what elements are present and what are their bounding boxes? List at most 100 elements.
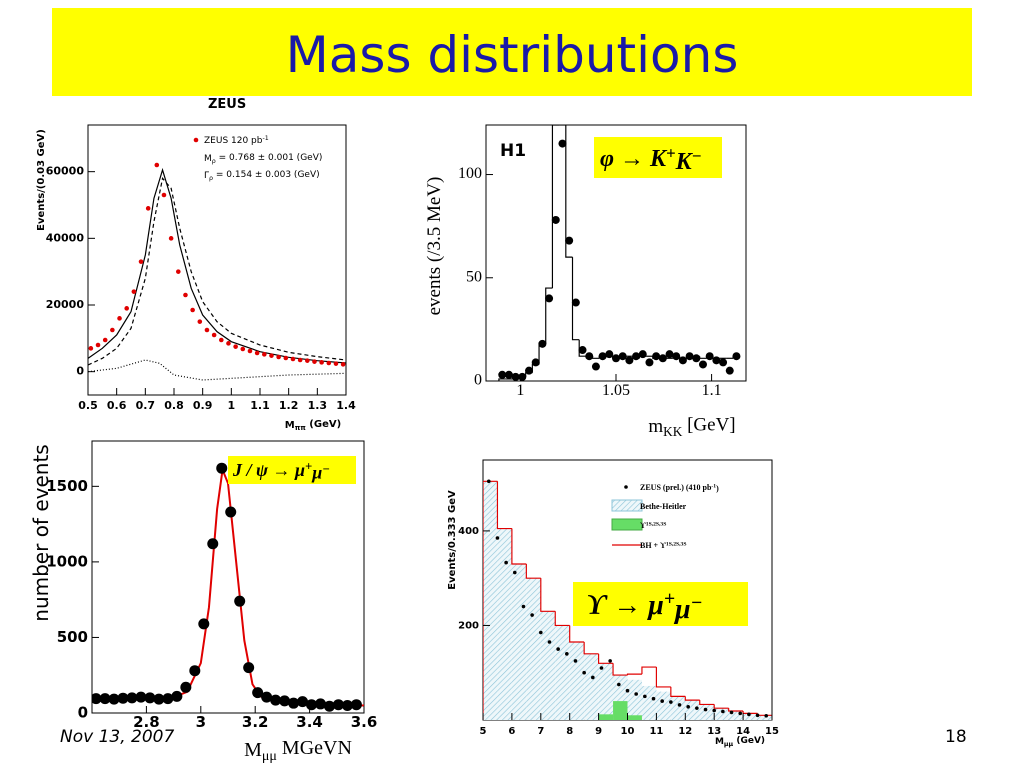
- hist-bar: [511, 564, 527, 720]
- data-point: [591, 675, 595, 680]
- data-point: [692, 354, 701, 363]
- x-tick-label: 1: [516, 382, 524, 399]
- plot-area: [498, 125, 741, 381]
- x-tick-label: 3.2: [242, 713, 269, 731]
- hist-bar: [670, 696, 686, 720]
- y-tick-label: 0: [78, 704, 88, 722]
- data-point: [738, 711, 743, 716]
- hist-bar: [699, 704, 715, 720]
- data-point: [198, 618, 210, 630]
- x-tick-label: 10: [621, 726, 635, 737]
- y-tick-label: 1500: [46, 477, 88, 495]
- data-point: [261, 691, 273, 703]
- step-segment: [545, 287, 553, 344]
- data-point: [547, 640, 552, 644]
- data-point: [591, 362, 600, 371]
- data-point: [732, 352, 741, 361]
- step-segment: [598, 653, 614, 664]
- x-tick-label: 8: [566, 726, 573, 737]
- y-tick-label: 400: [458, 526, 479, 537]
- hist-bar: [743, 713, 758, 720]
- step-segment: [571, 257, 580, 341]
- data-point: [312, 359, 317, 364]
- data-point: [153, 693, 165, 705]
- data-point: [131, 289, 137, 294]
- data-point: [145, 206, 151, 211]
- legend-entry-part: BH + ϒ: [640, 541, 666, 550]
- data-point: [518, 372, 527, 381]
- step-segment: [670, 686, 686, 697]
- data-point: [126, 692, 138, 704]
- data-point: [652, 352, 661, 361]
- data-point: [340, 362, 346, 367]
- x-tick-label: 0.8: [164, 399, 184, 412]
- data-point: [288, 697, 300, 709]
- step-segment: [498, 378, 506, 381]
- x-axis-label: Mμμ MGeVN: [244, 737, 352, 764]
- data-point: [297, 357, 303, 363]
- y-axis-label: Events/(0.03 GeV): [36, 129, 47, 231]
- step-segment: [525, 564, 541, 579]
- legend-entry: ϒ1S,2S,3S: [640, 521, 666, 530]
- step-segment: [728, 708, 744, 712]
- hist-bar: [497, 528, 512, 720]
- hist-bar: [728, 711, 744, 720]
- data-point: [658, 354, 667, 363]
- data-point: [643, 694, 647, 699]
- legend-entry-part: ZEUS (prel.) (410 pb: [640, 483, 712, 492]
- x-tick-label: 3.6: [351, 713, 378, 731]
- x-axis-label-part: (GeV): [733, 736, 765, 746]
- data-point: [297, 696, 309, 708]
- x-axis-label: Mμμ (GeV): [715, 736, 765, 748]
- data-point: [333, 361, 339, 366]
- x-axis-label-part: μμ: [724, 741, 734, 748]
- data-point: [665, 350, 674, 359]
- data-point: [197, 319, 203, 324]
- x-tick-label: 3.4: [296, 713, 323, 731]
- step-segment: [684, 696, 700, 701]
- fit-curve: [88, 167, 346, 364]
- plot-frame: [87, 124, 347, 396]
- data-point: [226, 341, 231, 346]
- x-axis-label-part: m: [648, 416, 663, 437]
- data-point: [262, 352, 267, 357]
- hist-bar: [685, 700, 700, 720]
- step-segment: [641, 666, 657, 675]
- x-tick-label: 14: [736, 726, 750, 737]
- x-tick-label: 1.4: [336, 399, 356, 412]
- data-point: [117, 316, 122, 321]
- x-axis-label-part: μμ: [262, 749, 277, 764]
- data-point: [598, 352, 607, 361]
- step-segment: [699, 700, 715, 705]
- chart: 0 500 1000 1500 2.8 3 3.2 3.4 3.6 number of event…: [29, 440, 378, 764]
- data-point: [618, 352, 627, 361]
- fit-curve: [88, 177, 346, 366]
- y-axis-label: events (/3.5 MeV): [424, 177, 445, 316]
- data-point: [703, 707, 708, 712]
- data-point: [725, 366, 734, 375]
- legend-entry: ZEUS 120 pb-1: [204, 135, 269, 146]
- data-point: [138, 259, 144, 264]
- data-point: [498, 370, 507, 379]
- y-tick-label: 1000: [46, 552, 88, 570]
- annotation: J / ψ → μ+μ−: [232, 459, 330, 482]
- x-tick-label: 11: [649, 726, 663, 737]
- data-point: [512, 570, 517, 575]
- data-point: [582, 670, 586, 675]
- y-tick-label: 60000: [46, 165, 85, 178]
- page-number: 18: [945, 727, 967, 747]
- data-point: [176, 269, 181, 274]
- step-segment: [578, 339, 586, 357]
- hist-bar: [569, 642, 585, 720]
- step-segment: [496, 481, 512, 530]
- data-point: [605, 350, 614, 359]
- data-point: [204, 327, 210, 333]
- data-point: [712, 356, 721, 365]
- data-point: [486, 479, 491, 484]
- step-segment: [565, 125, 573, 258]
- y-tick-label: 20000: [46, 298, 85, 311]
- data-point: [660, 699, 664, 703]
- hist-bar: [584, 653, 599, 720]
- hist-bar: [757, 715, 772, 720]
- legend-entry-part: -1: [262, 135, 268, 142]
